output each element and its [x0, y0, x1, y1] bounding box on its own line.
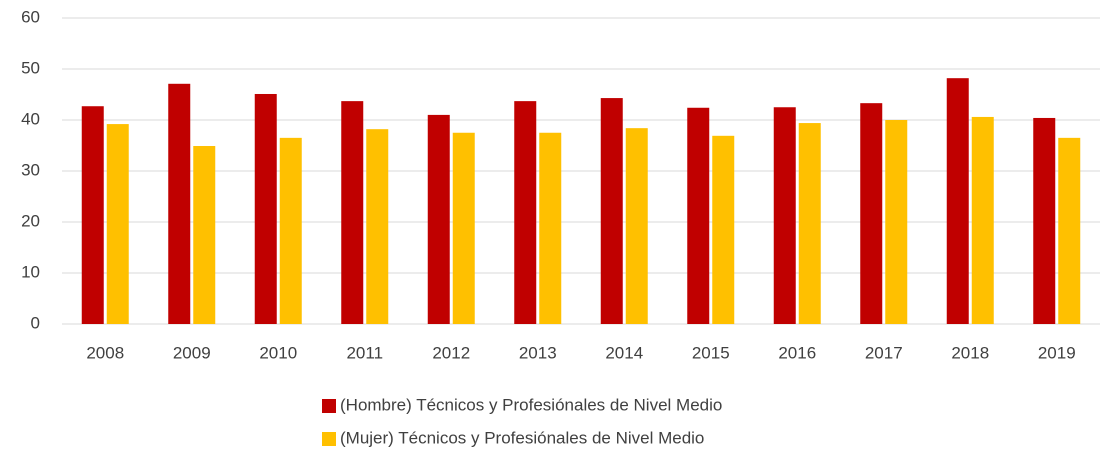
- bar: [1033, 117, 1056, 325]
- bar: [514, 101, 537, 324]
- x-tick-label: 2018: [951, 343, 989, 362]
- bar: [1058, 137, 1081, 324]
- bar: [193, 146, 216, 324]
- y-tick-label: 40: [21, 109, 40, 128]
- bar: [687, 107, 710, 324]
- x-tick-label: 2019: [1038, 343, 1076, 362]
- y-tick-label: 0: [31, 313, 40, 332]
- bar: [279, 137, 302, 324]
- bar: [366, 129, 389, 324]
- x-tick-label: 2013: [519, 343, 557, 362]
- bar: [798, 123, 821, 324]
- bar: [168, 83, 191, 324]
- bar: [81, 106, 104, 324]
- x-tick-label: 2010: [259, 343, 297, 362]
- bar: [860, 103, 883, 324]
- x-tick-label: 2016: [778, 343, 816, 362]
- bar: [946, 78, 969, 325]
- bar: [427, 114, 450, 325]
- bar: [712, 135, 735, 324]
- legend-swatch: [322, 432, 336, 446]
- y-tick-label: 20: [21, 211, 40, 230]
- x-tick-label: 2011: [346, 343, 383, 362]
- bar: [885, 120, 908, 324]
- x-tick-label: 2009: [173, 343, 211, 362]
- legend-label: (Mujer) Técnicos y Profesiónales de Nive…: [340, 428, 704, 447]
- x-tick-label: 2008: [86, 343, 124, 362]
- y-tick-label: 30: [21, 160, 40, 179]
- x-tick-label: 2015: [692, 343, 730, 362]
- y-tick-label: 10: [21, 262, 40, 281]
- bar: [254, 93, 277, 325]
- x-tick-label: 2014: [605, 343, 643, 362]
- x-tick-label: 2012: [432, 343, 470, 362]
- bar: [773, 107, 796, 324]
- bar: [625, 128, 648, 324]
- bar: [539, 132, 562, 324]
- bar: [600, 98, 623, 324]
- bar: [971, 116, 994, 324]
- legend-swatch: [322, 399, 336, 413]
- bar: [452, 132, 475, 324]
- legend-label: (Hombre) Técnicos y Profesiónales de Niv…: [340, 395, 722, 414]
- y-tick-label: 60: [21, 7, 40, 26]
- x-tick-label: 2017: [865, 343, 903, 362]
- bar: [341, 101, 364, 324]
- y-tick-label: 50: [21, 58, 40, 77]
- bar: [106, 124, 129, 324]
